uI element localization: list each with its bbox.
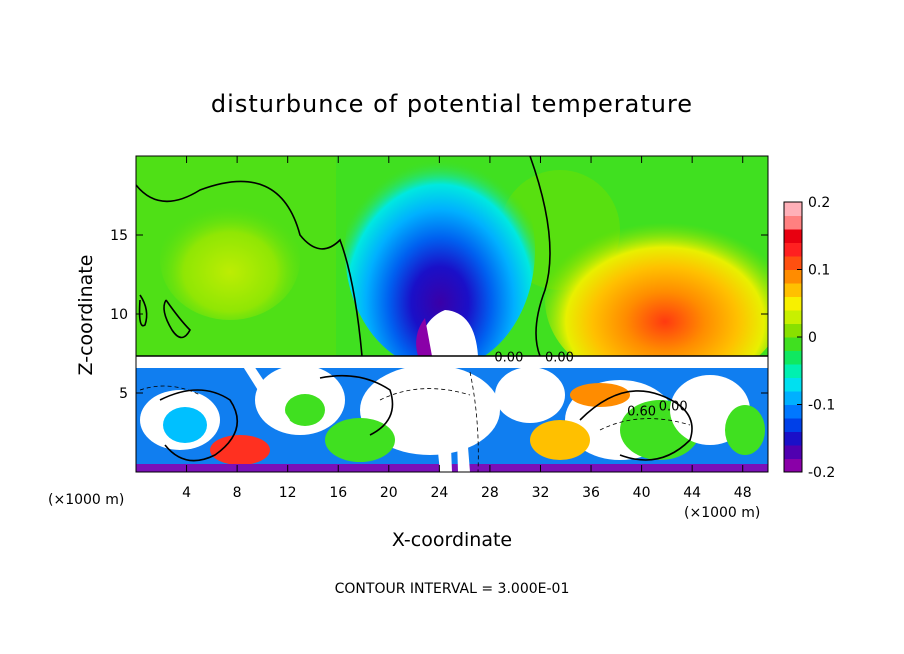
colorbar-swatch [784, 202, 802, 216]
colorbar-swatch [784, 283, 802, 297]
colorbar-swatch [784, 229, 802, 243]
x-tick-label: 40 [633, 485, 651, 501]
colorbar-swatch [784, 418, 802, 432]
colorbar-swatch [784, 323, 802, 338]
colorbar-tick-label: -0.1 [808, 398, 835, 414]
colorbar-swatch [784, 215, 802, 230]
colorbar-swatch [784, 337, 802, 351]
colorbar-swatch [784, 377, 802, 392]
contour-label: 0.60 [627, 404, 656, 419]
colorbar-swatch [784, 364, 802, 378]
colorbar-swatch [784, 404, 802, 419]
x-tick-label: 48 [734, 485, 752, 501]
colorbar-swatch [784, 256, 802, 270]
colorbar-tick-label: 0.2 [808, 195, 830, 211]
x-tick-label: 4 [182, 485, 191, 501]
contour-interval-note: CONTOUR INTERVAL = 3.000E-01 [335, 581, 570, 597]
x-tick-label: 24 [430, 485, 448, 501]
colorbar-swatch [784, 445, 802, 459]
colorbar-swatch [784, 296, 802, 311]
contour-label: 0.00 [494, 351, 523, 366]
chart-title: disturbunce of potential temperature [211, 90, 693, 118]
plot-area [136, 156, 768, 472]
colorbar-swatch [784, 431, 802, 446]
contour-labels: 0.000.000.000.60 [494, 351, 687, 420]
colorbar-swatch [784, 242, 802, 257]
x-tick-label: 16 [329, 485, 347, 501]
x-axis-label: X-coordinate [392, 529, 512, 551]
x-tick-label: 36 [582, 485, 600, 501]
colorbar-swatch [784, 458, 802, 473]
x-tick-label: 8 [233, 485, 242, 501]
y-tick-label: 5 [119, 386, 128, 402]
colorbar-tick-label: -0.2 [808, 465, 835, 481]
x-tick-label: 32 [532, 485, 550, 501]
colorbar-swatch [784, 391, 802, 405]
x-tick-label: 12 [279, 485, 297, 501]
x-tick-label: 44 [683, 485, 701, 501]
colorbar-tick-label: 0.1 [808, 263, 830, 279]
y-axis-label: Z-coordinate [75, 255, 97, 376]
contour-lines [136, 156, 768, 462]
colorbar: 0.2 0.1 0 -0.1 -0.2 [783, 195, 835, 481]
colorbar-tick-label: 0 [808, 330, 817, 346]
y-tick-label: 15 [110, 228, 128, 244]
colorbar-swatch [784, 350, 802, 365]
colorbar-swatch [784, 269, 802, 284]
contour-label: 0.00 [545, 351, 574, 366]
x-unit-right: (×1000 m) [684, 505, 760, 521]
x-unit-left: (×1000 m) [48, 492, 124, 508]
x-tick-label: 20 [380, 485, 398, 501]
warm-anomaly [545, 210, 768, 390]
x-tick-label: 28 [481, 485, 499, 501]
colorbar-swatch [784, 310, 802, 324]
y-tick-label: 10 [110, 307, 128, 323]
cold-plume [345, 156, 535, 370]
contour-label: 0.00 [659, 400, 688, 415]
